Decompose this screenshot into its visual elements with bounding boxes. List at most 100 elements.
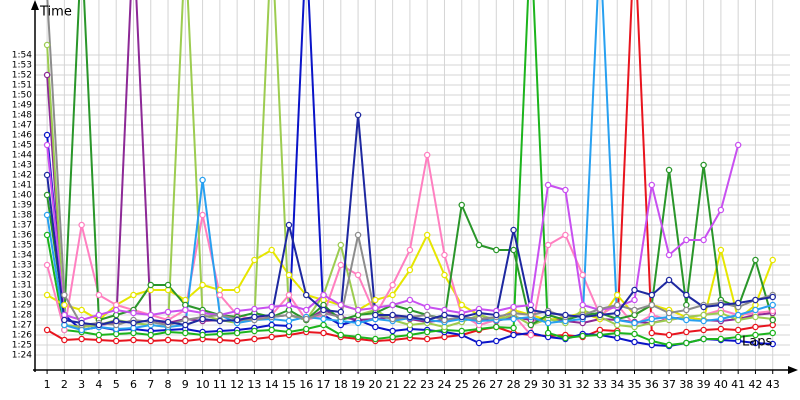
x-tick-label: 20 [368, 378, 382, 391]
lap-marker [130, 319, 137, 327]
lap-marker [648, 181, 656, 189]
lap-marker [631, 330, 638, 338]
lap-marker [423, 151, 431, 159]
lap-marker [199, 281, 206, 289]
x-tick-label: 12 [230, 378, 244, 391]
lap-marker [302, 306, 310, 314]
y-tick-label: 1:37 [12, 221, 32, 231]
lap-marker [182, 329, 189, 337]
lap-marker [769, 329, 776, 337]
x-tick-label: 42 [748, 378, 762, 391]
y-tick-label: 1:36 [12, 231, 32, 241]
lap-marker [130, 291, 137, 299]
lap-marker [78, 221, 85, 229]
y-tick-label: 1:49 [12, 101, 32, 111]
lap-marker [372, 311, 379, 319]
y-tick-label: 1:27 [12, 321, 32, 331]
lap-marker [562, 311, 569, 319]
lap-marker [544, 319, 552, 327]
x-tick-label: 10 [196, 378, 210, 391]
lap-marker [700, 317, 707, 325]
lap-marker [268, 303, 275, 311]
x-tick-label: 9 [182, 378, 189, 391]
lap-marker [510, 226, 517, 234]
y-tick-label: 1:24 [12, 351, 32, 361]
lap-marker [769, 293, 776, 301]
x-tick-label: 41 [731, 378, 745, 391]
lap-marker [510, 324, 517, 332]
lap-marker [769, 301, 776, 309]
lap-marker [354, 111, 362, 119]
x-tick-label: 31 [558, 378, 572, 391]
lap-marker [631, 286, 638, 294]
lap-marker [302, 291, 310, 299]
lap-marker [61, 316, 68, 324]
lap-marker [544, 181, 552, 189]
lap-marker [251, 327, 258, 335]
lap-marker [544, 309, 552, 317]
lap-marker [147, 316, 155, 324]
y-tick-label: 1:41 [12, 181, 32, 191]
lap-marker [700, 161, 707, 169]
lap-marker [112, 306, 120, 314]
lap-marker [61, 336, 68, 344]
x-tick-label: 43 [766, 378, 780, 391]
lap-marker [147, 331, 155, 339]
y-tick-label: 1:54 [12, 51, 32, 61]
y-tick-label: 1:32 [12, 271, 32, 281]
lap-marker [406, 296, 414, 304]
x-tick-label: 25 [455, 378, 469, 391]
lap-marker [268, 246, 275, 254]
lap-marker [717, 246, 725, 254]
x-tick-label: 35 [628, 378, 642, 391]
lap-marker [683, 306, 690, 314]
lap-marker [95, 331, 103, 339]
lap-marker [43, 211, 51, 219]
lap-marker [43, 71, 51, 79]
lap-marker [544, 329, 552, 337]
lap-marker [423, 328, 431, 336]
lap-marker [389, 291, 396, 299]
lap-marker [389, 311, 396, 319]
x-tick-label: 2 [61, 378, 68, 391]
lap-marker [372, 323, 379, 331]
lap-marker [199, 315, 206, 323]
lap-marker [752, 256, 759, 264]
lap-marker [769, 316, 776, 324]
lap-marker [78, 306, 85, 314]
lap-marker [320, 291, 327, 299]
lap-marker [337, 261, 345, 269]
lap-marker [199, 211, 206, 219]
y-tick-label: 1:25 [12, 341, 32, 351]
lap-marker [475, 241, 483, 249]
lap-marker [752, 296, 759, 304]
lap-marker [406, 246, 414, 254]
lap-marker [665, 166, 673, 174]
lap-marker [613, 291, 621, 299]
lap-marker [613, 316, 621, 324]
lap-marker [769, 340, 776, 348]
lap-marker [61, 291, 68, 299]
lap-marker [43, 291, 51, 299]
lap-marker [354, 306, 362, 314]
x-tick-label: 27 [489, 378, 503, 391]
lap-marker [596, 311, 604, 319]
lap-marker [717, 301, 725, 309]
x-tick-label: 38 [679, 378, 693, 391]
y-tick-label: 1:28 [12, 311, 32, 321]
lap-marker [665, 341, 673, 349]
lap-marker [475, 315, 483, 323]
lap-marker [717, 335, 725, 343]
lap-marker [164, 281, 172, 289]
lap-marker [769, 307, 776, 315]
lap-marker [216, 317, 224, 325]
x-tick-label: 22 [403, 378, 417, 391]
lap-marker [130, 309, 137, 317]
x-tick-label: 19 [351, 378, 365, 391]
lap-marker [752, 331, 759, 339]
lap-marker [320, 306, 327, 314]
y-tick-label: 1:43 [12, 161, 32, 171]
lap-marker [268, 326, 275, 334]
lap-marker [734, 326, 742, 334]
lap-marker [285, 301, 293, 309]
